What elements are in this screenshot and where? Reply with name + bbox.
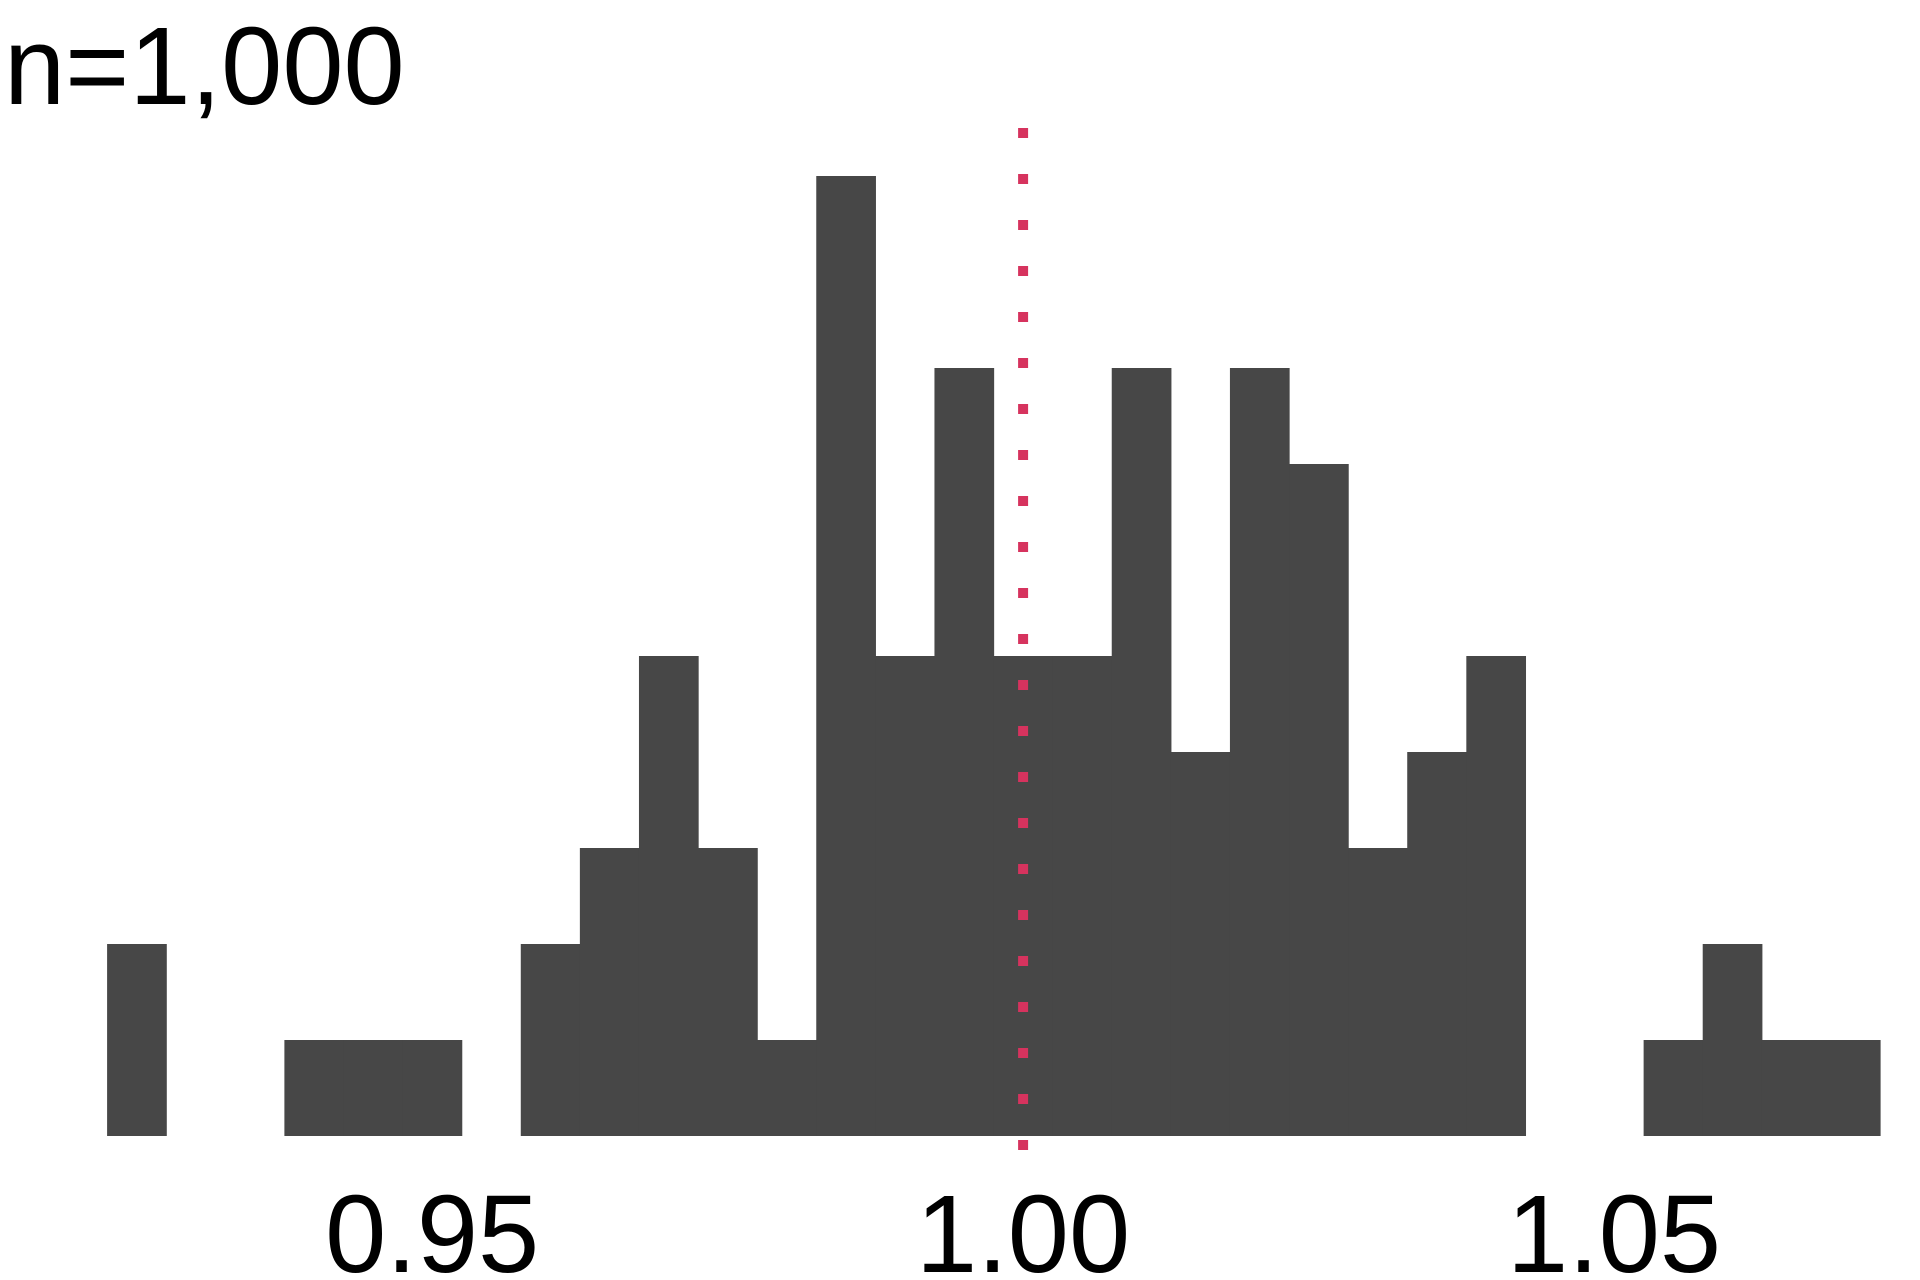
histogram-bars xyxy=(107,176,1881,1136)
x-tick-label: 1.00 xyxy=(916,1173,1130,1280)
histogram-bar xyxy=(1052,656,1113,1136)
histogram-bar xyxy=(1407,752,1467,1136)
histogram-bar xyxy=(1466,656,1527,1136)
histogram-bar xyxy=(1820,1040,1881,1136)
histogram-bar xyxy=(1111,368,1172,1136)
histogram-bar xyxy=(1229,368,1290,1136)
histogram-bar xyxy=(1289,464,1349,1136)
histogram-bar xyxy=(934,368,995,1136)
histogram-bar xyxy=(520,944,581,1136)
histogram-bar xyxy=(1170,752,1231,1136)
histogram-bar xyxy=(1348,848,1408,1136)
histogram-bar xyxy=(816,176,876,1136)
histogram-bar xyxy=(107,944,167,1136)
x-axis-tick-labels: 0.95 1.00 1.05 xyxy=(325,1173,1721,1280)
histogram-bar xyxy=(698,848,758,1136)
histogram-bar xyxy=(638,656,699,1136)
histogram-bar xyxy=(579,848,640,1136)
histogram-bar xyxy=(343,1040,404,1136)
histogram-bar xyxy=(757,1040,817,1136)
x-tick-label: 1.05 xyxy=(1507,1173,1721,1280)
histogram-bar xyxy=(1702,944,1763,1136)
x-tick-label: 0.95 xyxy=(325,1173,539,1280)
histogram-bar xyxy=(402,1040,463,1136)
histogram-bar xyxy=(1761,1040,1822,1136)
histogram-bar xyxy=(284,1040,345,1136)
histogram-bar xyxy=(875,656,936,1136)
histogram-bar xyxy=(1643,1040,1704,1136)
chart-title: n=1,000 xyxy=(4,5,405,128)
